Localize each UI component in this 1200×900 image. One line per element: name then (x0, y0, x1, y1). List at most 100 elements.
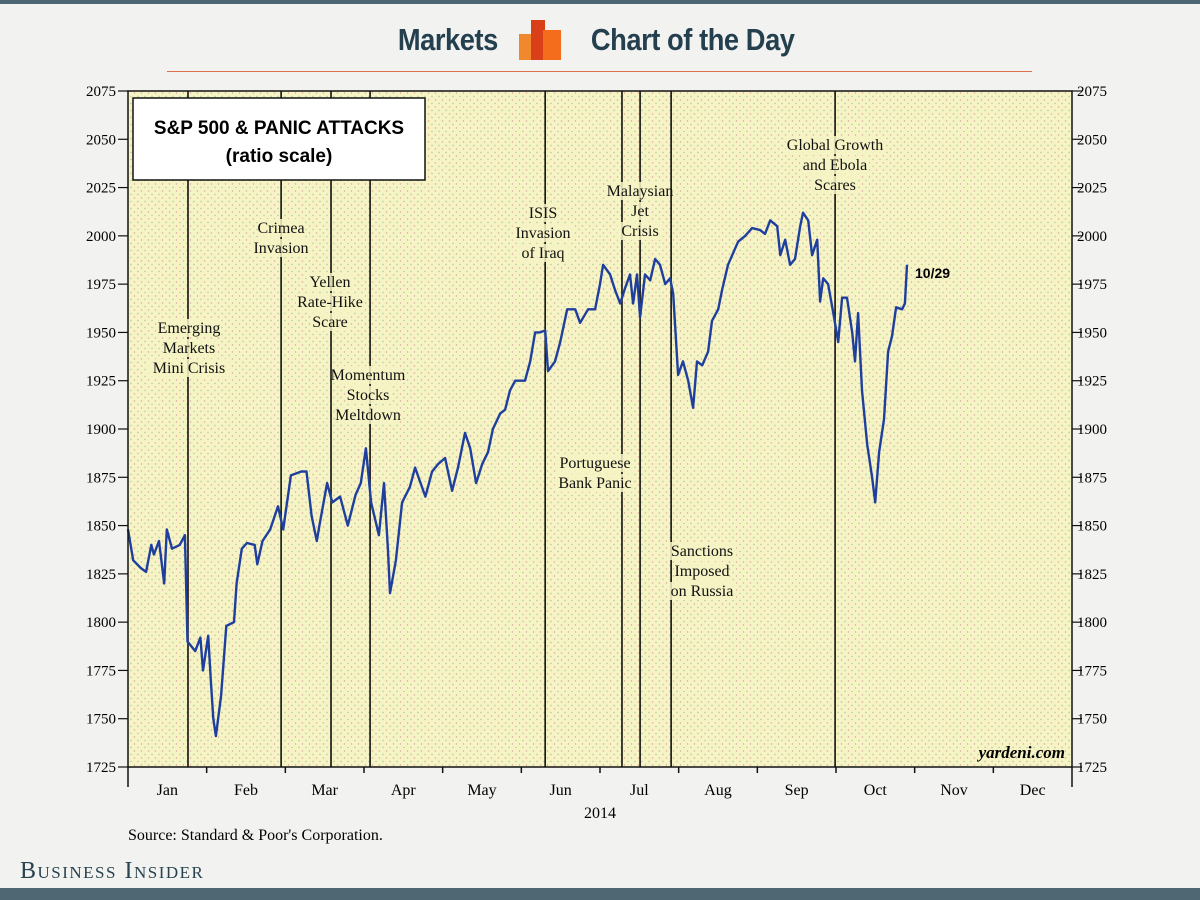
x-tick-label: Mar (311, 782, 338, 799)
x-axis-year: 2014 (584, 805, 616, 822)
annotation-line: Crisis (621, 223, 658, 240)
annotation-bg (158, 319, 220, 337)
x-tick-label: Nov (940, 782, 968, 799)
annotation-line: Imposed (674, 563, 729, 580)
annotation-line: Scares (814, 177, 856, 194)
annotation-line: Momentum (331, 367, 406, 384)
annotation-line: Global Growth (787, 137, 883, 154)
annotation-bg (337, 366, 399, 384)
y-tick-label-right: 1850 (1077, 519, 1107, 535)
event-annotation: Momentum Stocks Meltdown (331, 366, 406, 424)
event-annotation: ISIS Invasion of Iraq (512, 204, 574, 262)
x-tick-label: Jul (630, 782, 649, 799)
source-note: Source: Standard & Poor's Corporation. (128, 827, 383, 844)
event-annotation: Emerging Markets Mini Crisis (147, 319, 231, 377)
y-tick-label-left: 2050 (86, 132, 116, 148)
header-markets: Markets (398, 22, 499, 57)
annotation-bg (527, 204, 559, 222)
annotation-bg (311, 313, 349, 331)
annotation-line: Malaysian (607, 183, 674, 200)
annotation-line: Invasion (253, 240, 308, 257)
x-tick-label: May (467, 782, 496, 799)
annotation-bg (628, 202, 652, 220)
annotation-bg (516, 244, 570, 262)
header: Markets Chart of the Day (0, 20, 1200, 70)
x-tick-label: Oct (864, 782, 888, 799)
annotation-bg (250, 239, 312, 257)
y-tick-label-left: 1900 (86, 422, 116, 438)
y-tick-label-left: 1775 (86, 663, 116, 679)
chart-logo-icon (519, 20, 563, 60)
y-tick-label-left: 2075 (86, 84, 116, 100)
y-tick-label-left: 1725 (86, 760, 116, 776)
watermark: yardeni.com (977, 743, 1065, 762)
y-tick-label-left: 1750 (86, 712, 116, 728)
annotation-line: of Iraq (521, 245, 564, 262)
annotation-bg (800, 156, 870, 174)
event-annotation: Malaysian Jet Crisis (605, 182, 675, 240)
annotation-bg (337, 406, 399, 424)
x-tick-label: Feb (234, 782, 258, 799)
end-label: 10/29 (915, 265, 950, 281)
annotation-line: Scare (312, 314, 348, 331)
chart-subtitle: (ratio scale) (226, 146, 333, 167)
annotation-line: Meltdown (335, 407, 401, 424)
annotation-line: Jet (631, 203, 649, 220)
annotation-bg (605, 182, 675, 200)
title-box: S&P 500 & PANIC ATTACKS (ratio scale) (132, 97, 426, 181)
y-tick-label-right: 1725 (1077, 760, 1107, 776)
annotation-bg (617, 222, 663, 240)
annotation-bg (162, 339, 216, 357)
bottom-bar (0, 888, 1200, 900)
y-tick-label-left: 1850 (86, 519, 116, 535)
annotation-line: Bank Panic (558, 475, 631, 492)
y-tick-label-right: 1750 (1077, 712, 1107, 728)
x-tick-label: Apr (391, 782, 417, 799)
annotation-bg (667, 582, 737, 600)
y-tick-label-right: 1800 (1077, 615, 1107, 631)
y-tick-label-left: 1875 (86, 470, 116, 486)
event-annotation: Crimea Invasion (250, 219, 312, 257)
y-tick-label-left: 1925 (86, 374, 116, 390)
annotation-line: Markets (163, 340, 215, 357)
business-insider-logo: Business Insider (20, 858, 205, 884)
annotation-line: Stocks (347, 387, 390, 404)
annotation-bg (345, 386, 391, 404)
event-annotation: Sanctions Imposed on Russia (667, 542, 737, 600)
header-divider (167, 71, 1032, 72)
x-tick-label: Aug (704, 782, 732, 799)
x-tick-label: Jan (157, 782, 178, 799)
event-annotation: Yellen Rate-Hike Scare (295, 273, 365, 331)
annotation-line: Emerging (158, 320, 221, 337)
annotation-bg (667, 542, 737, 560)
y-tick-label-right: 1925 (1077, 374, 1107, 390)
annotation-bg (557, 474, 633, 492)
annotation-line: on Russia (671, 583, 734, 600)
y-tick-label-right: 1775 (1077, 663, 1107, 679)
annotation-line: Portuguese (559, 455, 630, 472)
annotation-line: Yellen (309, 274, 350, 291)
annotation-bg (147, 359, 231, 377)
annotation-bg (307, 273, 353, 291)
annotation-line: Crimea (257, 220, 304, 237)
annotation-bg (512, 224, 574, 242)
annotation-line: Sanctions (671, 543, 733, 560)
annotation-line: and Ebola (803, 157, 867, 174)
y-tick-label-right: 1875 (1077, 470, 1107, 486)
y-tick-label-right: 2050 (1077, 132, 1107, 148)
y-tick-label-left: 2000 (86, 229, 116, 245)
annotation-bg (812, 176, 858, 194)
annotation-bg (675, 562, 729, 580)
annotation-bg (258, 219, 304, 237)
event-annotation: Global Growth and Ebola Scares (785, 136, 885, 194)
plot-dots (128, 91, 1072, 767)
y-tick-label-right: 1825 (1077, 567, 1107, 583)
y-tick-label-right: 1900 (1077, 422, 1107, 438)
annotation-bg (785, 136, 885, 154)
event-annotation: Portuguese Bank Panic (557, 454, 633, 492)
annotation-line: ISIS (529, 205, 557, 222)
annotation-line: Mini Crisis (153, 360, 225, 377)
x-tick-label: Dec (1020, 782, 1046, 799)
y-tick-label-right: 1975 (1077, 277, 1107, 293)
